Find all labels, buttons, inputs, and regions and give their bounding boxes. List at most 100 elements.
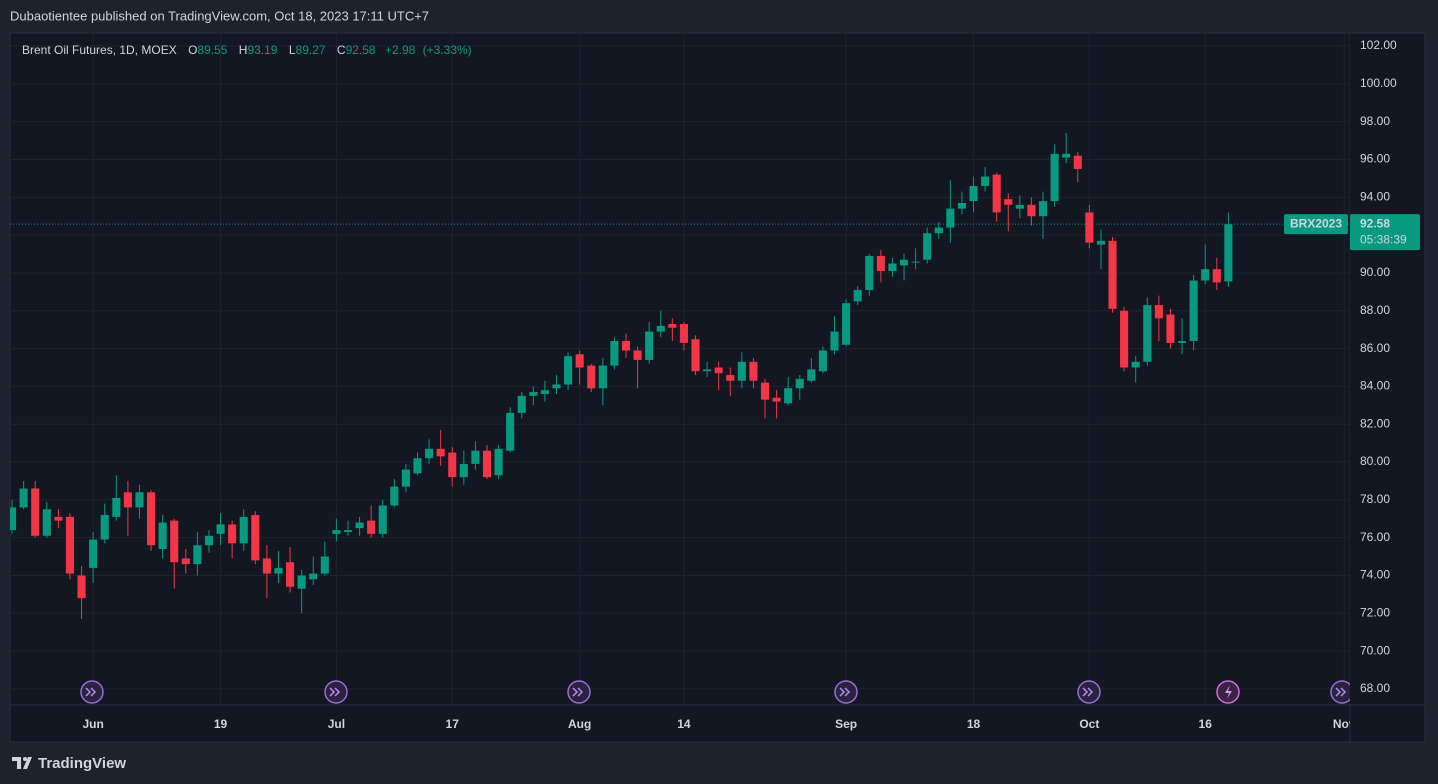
candle-body	[529, 392, 538, 396]
candle-body	[506, 412, 515, 451]
event-icon[interactable]	[1330, 680, 1354, 704]
legend-value: 89.27	[296, 43, 326, 57]
price-tag: BRX2023 92.58 05:38:39	[1284, 214, 1420, 251]
candle-body	[969, 185, 978, 202]
y-tick-label: 82.00	[1360, 416, 1390, 430]
symbol-label: BRX2023	[1290, 216, 1342, 230]
candle-body	[865, 255, 874, 290]
event-icon[interactable]	[324, 680, 348, 704]
candle-body	[795, 378, 804, 389]
candle-body	[1166, 314, 1175, 343]
candle-body	[888, 263, 897, 272]
candles	[10, 133, 1233, 619]
candle-body	[170, 520, 179, 563]
candle-body	[1096, 240, 1105, 245]
candle-body	[784, 388, 793, 404]
candle-body	[216, 524, 225, 534]
candle-body	[679, 323, 688, 343]
x-tick-label: 18	[967, 717, 981, 731]
grid	[10, 33, 1350, 705]
candle-body	[147, 492, 156, 546]
candle-body	[1143, 305, 1152, 362]
candle-body	[1154, 305, 1163, 319]
candle-body	[842, 303, 851, 345]
legend-label: H	[239, 43, 248, 57]
candle-body	[343, 530, 353, 532]
candle-body	[54, 516, 63, 521]
y-tick-label: 74.00	[1360, 568, 1390, 582]
candle-body	[1015, 204, 1024, 209]
candle-body	[645, 331, 654, 360]
candle-body	[1131, 361, 1140, 368]
x-tick-label: Jun	[82, 717, 103, 731]
y-tick-label: 98.00	[1360, 114, 1390, 128]
candle-body	[77, 575, 86, 599]
y-tick-label: 72.00	[1360, 605, 1390, 619]
candle-body	[564, 356, 573, 385]
legend-label: O	[188, 43, 197, 57]
candle-body	[1050, 153, 1059, 202]
candle-body	[598, 365, 607, 389]
candle-body	[1073, 155, 1082, 169]
candle-body	[286, 562, 295, 587]
candle-body	[587, 365, 596, 389]
candle-body	[737, 361, 746, 381]
candle-body	[1085, 212, 1094, 243]
symbol-tag	[1284, 214, 1348, 235]
candle-body	[899, 259, 909, 266]
candle-body	[760, 382, 770, 400]
candle-body	[726, 375, 735, 381]
candle-body	[714, 367, 723, 374]
event-icon[interactable]	[834, 680, 858, 704]
candle-body	[853, 289, 862, 302]
candle-body	[911, 261, 920, 263]
candle-body	[749, 361, 758, 381]
candle-body	[158, 522, 167, 550]
price-axis-bg	[1350, 34, 1424, 704]
x-tick-label: 19	[214, 717, 228, 731]
y-tick-label: 96.00	[1360, 152, 1390, 166]
candle-body	[1177, 341, 1187, 343]
y-tick-label: 84.00	[1360, 379, 1390, 393]
candle-body	[668, 323, 677, 328]
candle-body	[320, 556, 329, 574]
x-tick-label: Sep	[835, 717, 857, 731]
candle-body	[89, 539, 98, 568]
candle-body	[425, 448, 434, 459]
event-icon[interactable]	[1216, 680, 1240, 704]
event-icon[interactable]	[567, 680, 591, 704]
x-tick-label: 16	[1199, 717, 1213, 731]
candle-body	[575, 354, 584, 368]
candle-body	[517, 395, 526, 413]
legend-change-pct: (+3.33%)	[423, 43, 472, 57]
candle-body	[436, 448, 445, 457]
candle-body	[100, 514, 109, 540]
candle-body	[1120, 310, 1129, 368]
footer-logo: TradingView	[12, 755, 126, 772]
y-tick-label: 70.00	[1360, 643, 1390, 657]
x-tick-label: Oct	[1079, 717, 1099, 731]
event-icon[interactable]	[80, 680, 104, 704]
candle-body	[332, 530, 341, 534]
candle-body	[818, 350, 827, 372]
candle-body	[19, 488, 28, 508]
candle-body	[981, 176, 990, 186]
candle-body	[193, 545, 202, 565]
y-tick-label: 76.00	[1360, 530, 1390, 544]
y-tick-label: 102.00	[1360, 38, 1397, 52]
y-tick-label: 100.00	[1360, 76, 1397, 90]
candle-body	[274, 567, 283, 574]
candle-body	[1038, 201, 1048, 217]
candle-body	[123, 492, 132, 508]
candle-body	[378, 505, 387, 534]
candle-body	[309, 573, 318, 580]
y-tick-label: 90.00	[1360, 265, 1390, 279]
candle-body	[610, 341, 619, 366]
candle-body	[934, 227, 943, 234]
candle-body	[992, 174, 1001, 213]
candle-body	[1004, 199, 1013, 205]
event-icon[interactable]	[1077, 680, 1101, 704]
header: Dubaotientee published on TradingView.co…	[10, 8, 429, 23]
events	[80, 680, 1354, 704]
candle-body	[65, 516, 75, 574]
